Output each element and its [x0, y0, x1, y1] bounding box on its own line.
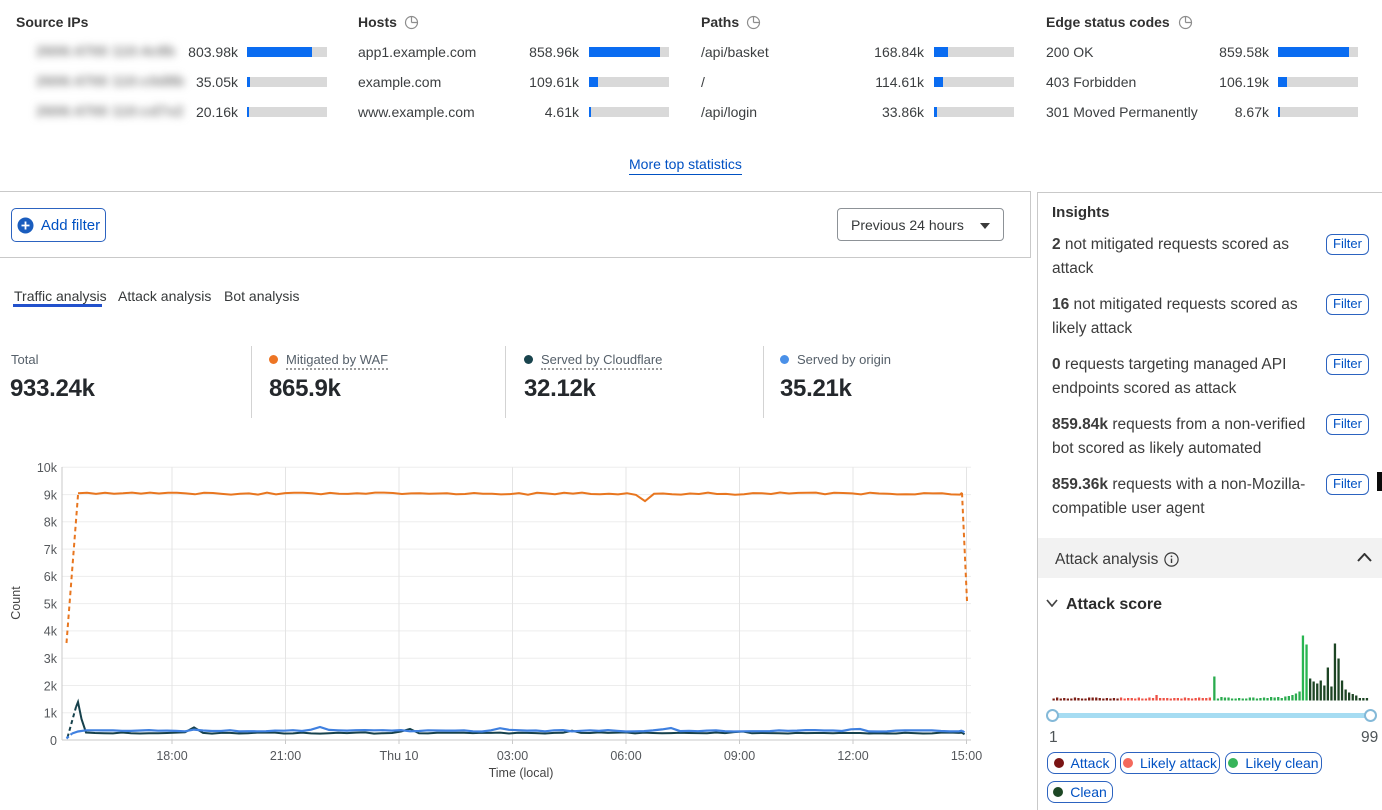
svg-text:12:00: 12:00 — [837, 749, 868, 763]
svg-text:4k: 4k — [44, 625, 58, 639]
svg-text:7k: 7k — [44, 543, 58, 557]
svg-text:Count: Count — [9, 586, 23, 620]
svg-text:03:00: 03:00 — [497, 749, 528, 763]
svg-text:8k: 8k — [44, 516, 58, 530]
svg-text:1k: 1k — [44, 707, 58, 721]
svg-text:09:00: 09:00 — [724, 749, 755, 763]
svg-text:6k: 6k — [44, 570, 58, 584]
svg-text:15:00: 15:00 — [951, 749, 982, 763]
svg-text:06:00: 06:00 — [610, 749, 641, 763]
svg-text:18:00: 18:00 — [156, 749, 187, 763]
svg-text:Thu 10: Thu 10 — [380, 749, 419, 763]
svg-text:21:00: 21:00 — [270, 749, 301, 763]
svg-text:Time (local): Time (local) — [489, 766, 554, 780]
svg-text:9k: 9k — [44, 488, 58, 502]
svg-text:5k: 5k — [44, 597, 58, 611]
svg-text:2k: 2k — [44, 679, 58, 693]
svg-text:3k: 3k — [44, 652, 58, 666]
svg-text:0: 0 — [50, 734, 57, 748]
svg-text:10k: 10k — [37, 461, 58, 475]
